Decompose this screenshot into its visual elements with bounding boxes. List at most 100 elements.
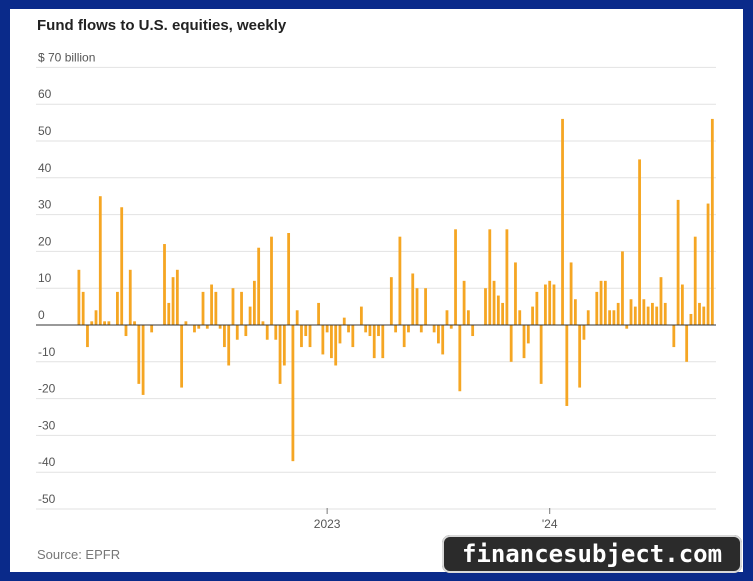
- flow-bar: [210, 284, 213, 325]
- flow-bar: [231, 288, 235, 325]
- flow-bar: [235, 325, 239, 340]
- flow-bar: [419, 325, 423, 333]
- flow-bar: [184, 321, 188, 325]
- y-tick-label: 60: [38, 87, 52, 101]
- flow-bar: [265, 325, 269, 340]
- flow-bar: [599, 280, 603, 325]
- flow-bar: [462, 280, 466, 325]
- flow-bar: [133, 321, 136, 325]
- flow-bar: [501, 302, 505, 325]
- flow-bar: [381, 325, 385, 359]
- flow-bar: [642, 299, 646, 325]
- flow-bar: [94, 310, 98, 325]
- flow-bar: [300, 325, 303, 348]
- flow-bar: [317, 302, 320, 325]
- flow-bar: [98, 196, 102, 325]
- y-tick-label: 0: [38, 308, 45, 322]
- flow-bar: [646, 306, 650, 325]
- flow-bar: [655, 306, 659, 325]
- y-tick-label: 20: [38, 234, 52, 248]
- flow-bar: [201, 291, 205, 325]
- flow-bar: [616, 302, 620, 325]
- flow-bar: [325, 325, 329, 333]
- flow-bar: [651, 302, 654, 325]
- flow-bar: [548, 280, 552, 325]
- flow-bar: [334, 325, 338, 366]
- flow-bar: [672, 325, 676, 348]
- flow-bar: [150, 325, 154, 333]
- flow-bar: [248, 306, 252, 325]
- flow-bar: [544, 284, 547, 325]
- flow-bar: [257, 247, 261, 325]
- flow-bar: [582, 325, 586, 340]
- x-tick-label: '24: [542, 517, 558, 531]
- flow-bar: [330, 325, 333, 359]
- flow-bar: [573, 299, 577, 325]
- flow-bar: [214, 291, 218, 325]
- flow-bar: [304, 325, 308, 337]
- flow-bar: [625, 325, 629, 329]
- y-tick-label: $ 70 billion: [38, 50, 95, 64]
- flow-bar: [710, 118, 714, 325]
- flow-bar: [171, 277, 175, 325]
- flow-bar: [274, 325, 278, 340]
- y-tick-label: -20: [38, 382, 56, 396]
- flow-bar: [621, 251, 624, 325]
- flow-bar: [389, 277, 393, 325]
- flow-bar: [424, 288, 427, 325]
- flow-bar: [205, 325, 209, 329]
- flow-bar: [240, 291, 243, 325]
- y-tick-label: 30: [38, 198, 52, 212]
- flow-bar: [163, 244, 166, 325]
- flow-bar: [603, 280, 607, 325]
- y-tick-label: 40: [38, 161, 52, 175]
- flow-bar: [407, 325, 410, 333]
- flow-bar: [411, 273, 415, 325]
- flow-bar: [193, 325, 196, 333]
- flow-bar: [295, 310, 299, 325]
- flow-bar: [252, 280, 256, 325]
- flow-bar: [128, 269, 132, 325]
- flow-bar: [659, 277, 663, 325]
- flow-bar: [629, 299, 633, 325]
- flow-bar: [218, 325, 222, 329]
- flow-bar: [693, 236, 697, 325]
- flow-bar: [526, 325, 530, 344]
- flow-bar: [565, 325, 569, 406]
- flow-bar: [291, 325, 295, 462]
- flow-bar: [223, 325, 226, 348]
- flow-bar: [103, 321, 106, 325]
- flow-bar: [287, 233, 291, 325]
- flow-bar: [364, 325, 368, 333]
- flow-bar: [680, 284, 684, 325]
- flow-bar: [368, 325, 372, 337]
- flow-bar: [244, 325, 248, 337]
- flow-bar: [454, 229, 457, 325]
- flow-bar: [175, 269, 179, 325]
- y-tick-label: -40: [38, 455, 56, 469]
- flow-bar: [116, 291, 119, 325]
- flow-bar: [107, 321, 111, 325]
- flow-bar: [86, 325, 89, 348]
- flow-bar: [321, 325, 325, 355]
- flow-bar: [676, 199, 680, 325]
- flow-bar: [586, 310, 590, 325]
- flow-bar: [167, 302, 171, 325]
- flow-bar: [578, 325, 582, 388]
- flow-bar: [90, 321, 94, 325]
- flow-bar: [509, 325, 513, 362]
- flow-bar: [522, 325, 526, 359]
- flow-bar: [505, 229, 509, 325]
- flow-bar: [539, 325, 543, 384]
- flow-bar: [685, 325, 689, 362]
- flow-bar: [561, 118, 564, 325]
- flow-bar: [347, 325, 350, 333]
- y-tick-label: 10: [38, 271, 52, 285]
- flow-bar: [282, 325, 286, 366]
- flow-bar: [137, 325, 141, 384]
- flow-bar: [638, 159, 641, 325]
- flow-bar: [518, 310, 522, 325]
- flow-bar: [261, 321, 265, 325]
- flow-bar: [197, 325, 201, 329]
- y-tick-label: -30: [38, 418, 56, 432]
